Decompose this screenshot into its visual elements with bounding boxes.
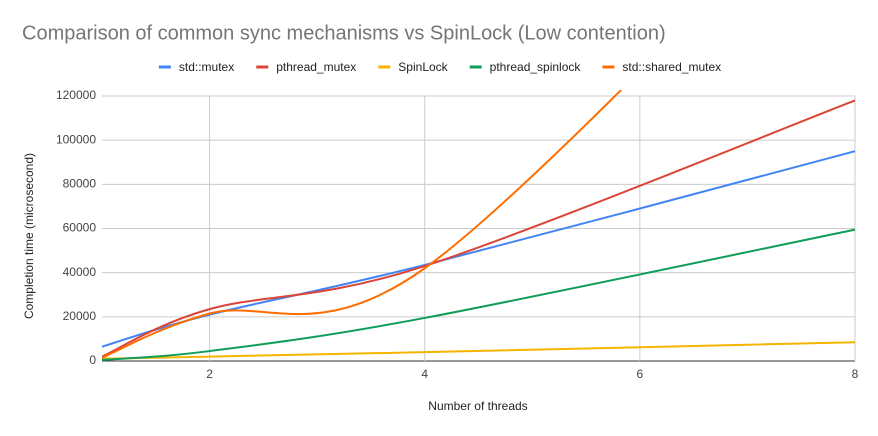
legend-item: SpinLock: [378, 60, 449, 74]
legend-item: pthread_spinlock: [469, 60, 582, 74]
legend-label: SpinLock: [398, 60, 448, 74]
legend-item: std::mutex: [158, 60, 234, 74]
grid: [102, 95, 856, 362]
legend-label: pthread_spinlock: [490, 60, 582, 74]
series-line: [102, 90, 623, 359]
series-line: [102, 99, 856, 358]
legend-label: std::mutex: [179, 60, 234, 74]
y-axis-label: Completion time (microsecond): [22, 153, 36, 319]
series-line: [102, 341, 856, 360]
legend-label: pthread_mutex: [276, 60, 356, 74]
y-tick-label: 100000: [56, 132, 96, 146]
plot-area: [102, 90, 856, 361]
x-tick-label: 8: [852, 367, 859, 381]
x-tick-label: 2: [206, 367, 213, 381]
chart-title: Comparison of common sync mechanisms vs …: [22, 22, 666, 44]
y-tick-label: 80000: [63, 177, 97, 191]
legend-item: std::shared_mutex: [602, 60, 721, 74]
y-tick-label: 0: [89, 353, 96, 367]
y-tick-label: 60000: [63, 221, 97, 235]
y-tick-label: 120000: [56, 88, 96, 102]
series-line: [102, 228, 856, 361]
legend-item: pthread_mutex: [256, 60, 356, 74]
y-tick-label: 20000: [63, 309, 97, 323]
x-tick-label: 4: [421, 367, 428, 381]
y-tick-label: 40000: [63, 265, 97, 279]
series-line: [102, 150, 856, 348]
legend: std::mutex pthread_mutex SpinLock pthread_s…: [158, 60, 721, 74]
x-axis-label: Number of threads: [428, 399, 527, 413]
x-tick-label: 6: [637, 367, 644, 381]
legend-label: std::shared_mutex: [622, 60, 721, 74]
